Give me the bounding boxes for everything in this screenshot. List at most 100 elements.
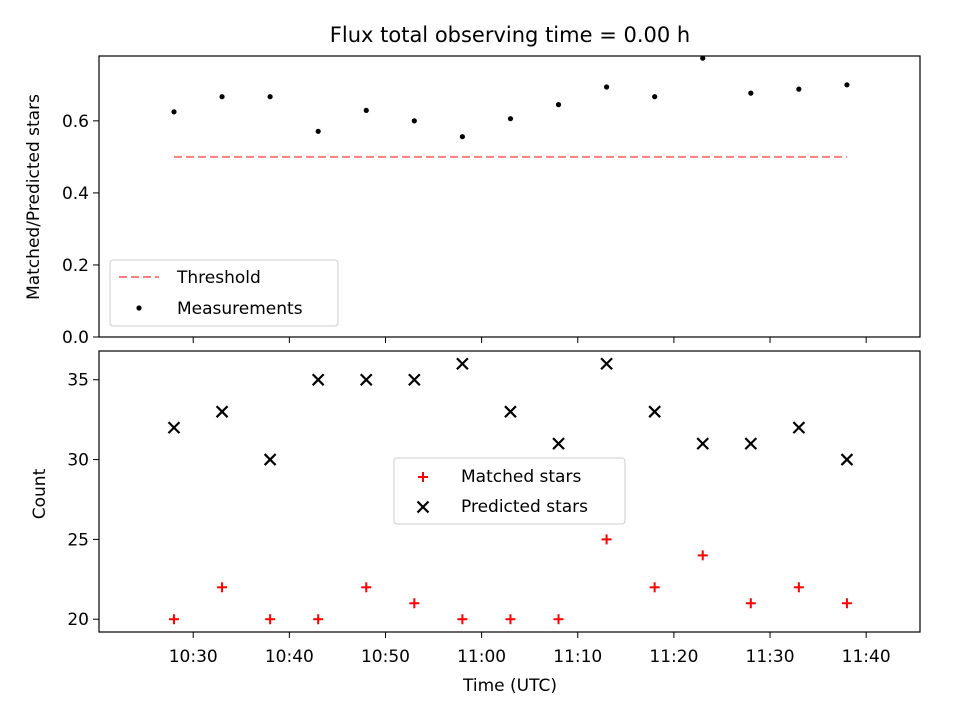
measurement-point (652, 94, 658, 100)
predicted-star-point (311, 373, 325, 387)
matched-star-point (313, 614, 324, 625)
x-stroke-b (408, 373, 421, 387)
matched-star-point (217, 582, 228, 593)
measurement-point (363, 107, 369, 113)
bottom-y-ticks: 20 25 30 35 (67, 371, 99, 630)
x-stroke-b (311, 373, 325, 387)
measurement-point (219, 94, 225, 100)
measurement-point (411, 118, 417, 124)
bottom-y-tick-label: 25 (67, 530, 89, 550)
bottom-y-axis-label: Count (30, 468, 50, 519)
bottom-x-axis-label: Time (UTC) (462, 676, 557, 696)
matched-star-point (649, 582, 660, 593)
predicted-star-point (696, 437, 710, 450)
predicted-star-point (504, 405, 517, 418)
x-stroke-b (504, 405, 517, 418)
measurement-point (507, 116, 514, 122)
predicted-star-point (456, 357, 469, 371)
x-stroke-b (744, 437, 758, 450)
x-stroke-b (359, 373, 373, 387)
matched-star-point (697, 550, 708, 561)
x-stroke-b (456, 357, 469, 371)
matched-star-point (505, 614, 516, 625)
bottom-y-tick-label: 35 (67, 371, 89, 391)
legend-predicted-label: Predicted stars (461, 497, 588, 517)
bottom-x-ticks: 10:30 10:40 10:50 11:00 11:10 11:20 11:30 11:40 (169, 632, 891, 667)
matched-star-point (361, 582, 372, 593)
matched-star-point (265, 614, 276, 625)
bottom-x-tick-label: 11:20 (649, 647, 698, 667)
x-stroke-b (167, 421, 181, 434)
top-panel: 0.0 0.2 0.4 0.6 Matched/Predicted stars Thr… (24, 55, 921, 348)
predicted-star-point (792, 421, 806, 434)
matched-star-point (745, 598, 756, 609)
bottom-marks (167, 357, 854, 625)
x-stroke-b (648, 405, 661, 418)
matched-star-point (793, 582, 804, 593)
legend-matched-swatch (418, 472, 428, 482)
legend-matched-marker (418, 472, 428, 482)
bottom-x-tick-label: 11:10 (553, 647, 602, 667)
measurement-point (796, 86, 802, 92)
x-stroke-b (696, 437, 710, 450)
measurement-point (555, 102, 562, 108)
bottom-plot-area (98, 350, 921, 633)
top-y-tick-label: 0.6 (62, 112, 89, 132)
matched-star-point (168, 614, 179, 625)
bottom-x-tick-label: 11:30 (746, 647, 795, 667)
legend-measurements-label: Measurements (177, 299, 303, 319)
matched-star-point (601, 534, 612, 545)
predicted-star-point (744, 437, 758, 450)
measurement-point (171, 109, 177, 115)
matched-star-point (409, 598, 420, 609)
measurement-point (315, 128, 321, 134)
bottom-y-tick-label: 20 (67, 610, 89, 630)
chart-title: Flux total observing time = 0.00 h (330, 23, 690, 47)
top-y-ticks: 0.0 0.2 0.4 0.6 (62, 112, 99, 348)
top-y-axis-label: Matched/Predicted stars (24, 94, 44, 300)
top-legend-box (109, 259, 339, 327)
legend-measurements-swatch (136, 305, 142, 311)
predicted-star-point (552, 437, 565, 450)
predicted-star-point (408, 373, 421, 387)
top-marks (171, 55, 850, 158)
predicted-star-point (263, 453, 277, 466)
predicted-star-point (215, 405, 229, 418)
bottom-y-tick-label: 30 (67, 451, 89, 471)
bottom-legend: Matched stars Predicted stars (393, 457, 626, 525)
x-stroke-b (263, 453, 277, 466)
predicted-star-point (840, 453, 854, 466)
bottom-x-tick-label: 10:40 (265, 647, 314, 667)
matched-star-point (457, 614, 468, 625)
measurement-point (748, 90, 754, 96)
bottom-legend-box (393, 457, 626, 525)
x-stroke-b (840, 453, 854, 466)
x-stroke-b (552, 437, 565, 450)
matched-star-point (553, 614, 564, 625)
top-y-tick-label: 0.2 (62, 256, 89, 276)
legend-matched-label: Matched stars (461, 467, 581, 487)
top-y-tick-label: 0.4 (62, 184, 89, 204)
x-stroke-b (416, 500, 430, 514)
bottom-x-tick-label: 11:40 (842, 647, 891, 667)
measurement-point (267, 94, 273, 100)
bottom-x-tick-label: 10:50 (361, 647, 410, 667)
x-stroke-b (215, 405, 229, 418)
predicted-star-point (359, 373, 373, 387)
measurement-point (603, 84, 610, 90)
bottom-x-tick-label: 10:30 (169, 647, 218, 667)
legend-predicted-swatch (416, 500, 430, 514)
legend-predicted-marker (416, 500, 430, 514)
predicted-star-point (600, 357, 613, 371)
measurement-point (459, 134, 465, 140)
measurement-point (700, 55, 706, 61)
predicted-star-point (167, 421, 181, 434)
top-plot-area (98, 55, 921, 338)
bottom-x-tick-label: 11:00 (457, 647, 506, 667)
top-legend: Threshold Measurements (109, 259, 339, 327)
x-stroke-b (600, 357, 613, 371)
matched-star-point (841, 598, 852, 609)
predicted-star-point (648, 405, 661, 418)
